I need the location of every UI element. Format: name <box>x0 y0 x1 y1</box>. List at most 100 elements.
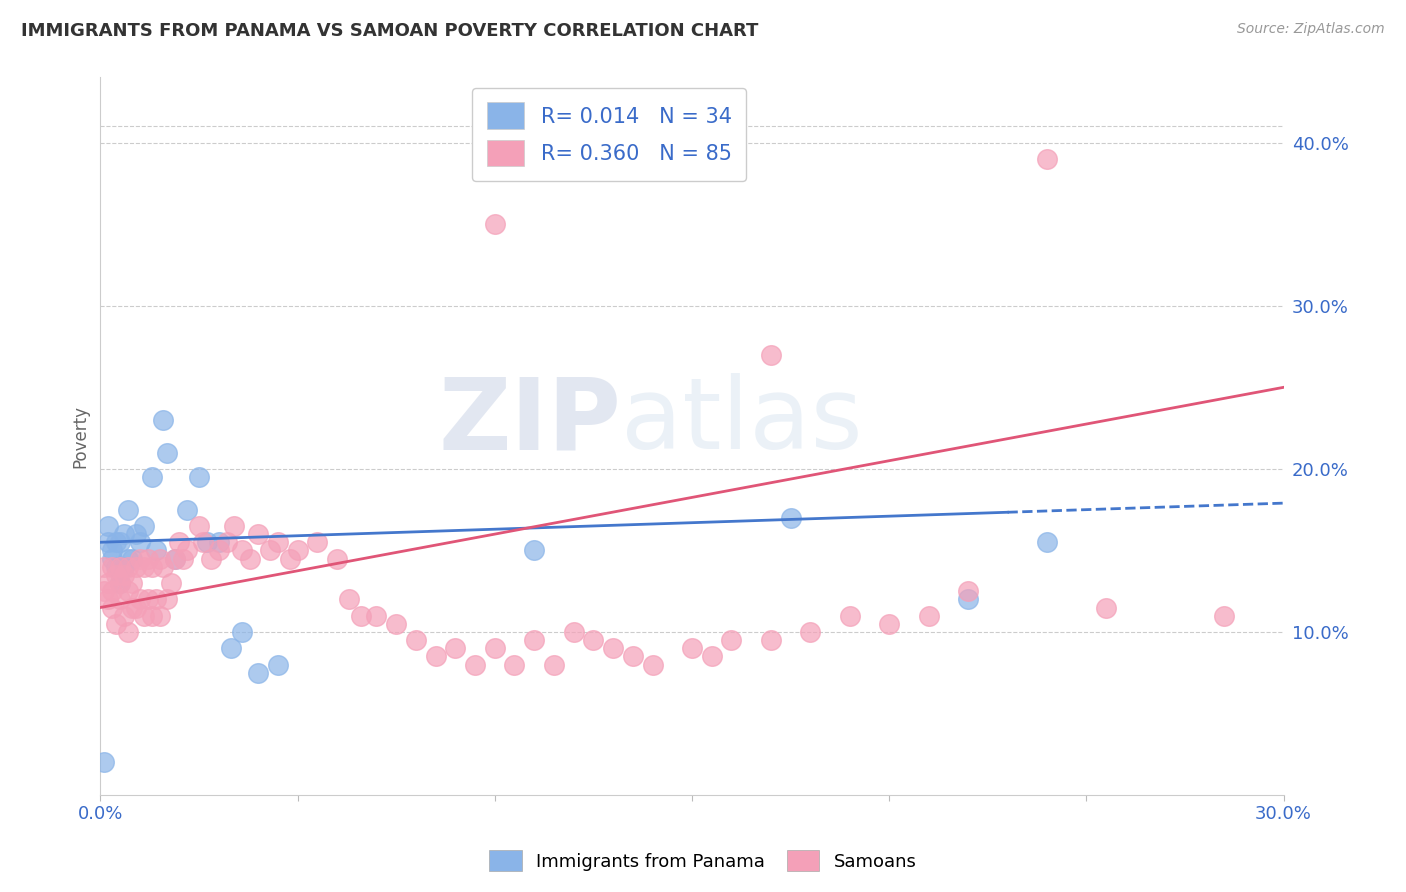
Point <box>136 592 159 607</box>
Point <box>484 641 506 656</box>
Point <box>112 567 135 582</box>
Point <box>101 584 124 599</box>
Point <box>97 535 120 549</box>
Point <box>247 527 270 541</box>
Point <box>148 608 170 623</box>
Point <box>523 543 546 558</box>
Point <box>641 657 664 672</box>
Point <box>145 543 167 558</box>
Point <box>141 559 163 574</box>
Point <box>838 608 860 623</box>
Point <box>112 608 135 623</box>
Point <box>188 470 211 484</box>
Point <box>148 551 170 566</box>
Point <box>121 551 143 566</box>
Point <box>621 649 644 664</box>
Point <box>105 567 128 582</box>
Point <box>1036 535 1059 549</box>
Point <box>219 641 242 656</box>
Point <box>326 551 349 566</box>
Point <box>152 413 174 427</box>
Point <box>156 592 179 607</box>
Point <box>799 624 821 639</box>
Point <box>543 657 565 672</box>
Point <box>239 551 262 566</box>
Point <box>117 551 139 566</box>
Point <box>101 543 124 558</box>
Point <box>1213 608 1236 623</box>
Point <box>108 559 131 574</box>
Point <box>425 649 447 664</box>
Point <box>957 584 980 599</box>
Point <box>141 470 163 484</box>
Point <box>176 502 198 516</box>
Point <box>152 559 174 574</box>
Text: atlas: atlas <box>621 374 863 470</box>
Point <box>141 608 163 623</box>
Point <box>957 592 980 607</box>
Point <box>172 551 194 566</box>
Point <box>125 527 148 541</box>
Point <box>877 616 900 631</box>
Point <box>208 535 231 549</box>
Point <box>108 576 131 591</box>
Point <box>97 519 120 533</box>
Point <box>105 616 128 631</box>
Point <box>350 608 373 623</box>
Point <box>145 592 167 607</box>
Point <box>132 559 155 574</box>
Point <box>200 551 222 566</box>
Point <box>128 551 150 566</box>
Point <box>128 592 150 607</box>
Point <box>267 535 290 549</box>
Point <box>405 633 427 648</box>
Legend: Immigrants from Panama, Samoans: Immigrants from Panama, Samoans <box>482 843 924 879</box>
Point <box>562 624 585 639</box>
Point <box>125 559 148 574</box>
Point <box>681 641 703 656</box>
Point <box>259 543 281 558</box>
Point <box>132 519 155 533</box>
Point <box>208 543 231 558</box>
Point <box>117 559 139 574</box>
Point <box>101 551 124 566</box>
Point <box>105 559 128 574</box>
Point <box>267 657 290 672</box>
Y-axis label: Poverty: Poverty <box>72 405 89 467</box>
Point <box>105 535 128 549</box>
Point <box>231 624 253 639</box>
Point <box>224 519 246 533</box>
Point <box>759 633 782 648</box>
Point <box>278 551 301 566</box>
Point <box>484 217 506 231</box>
Point <box>523 633 546 648</box>
Point <box>156 445 179 459</box>
Point <box>108 535 131 549</box>
Point <box>1095 600 1118 615</box>
Point <box>444 641 467 656</box>
Point <box>121 576 143 591</box>
Point <box>176 543 198 558</box>
Point <box>117 502 139 516</box>
Point <box>779 510 801 524</box>
Point <box>307 535 329 549</box>
Point <box>385 616 408 631</box>
Point <box>165 551 187 566</box>
Point <box>108 576 131 591</box>
Point <box>97 592 120 607</box>
Point <box>503 657 526 672</box>
Point <box>93 559 115 574</box>
Point <box>167 535 190 549</box>
Point <box>247 665 270 680</box>
Point <box>231 543 253 558</box>
Point <box>602 641 624 656</box>
Point <box>112 559 135 574</box>
Point <box>101 600 124 615</box>
Point <box>464 657 486 672</box>
Point <box>97 576 120 591</box>
Point <box>93 584 115 599</box>
Point <box>125 600 148 615</box>
Point <box>101 559 124 574</box>
Point <box>720 633 742 648</box>
Point <box>215 535 238 549</box>
